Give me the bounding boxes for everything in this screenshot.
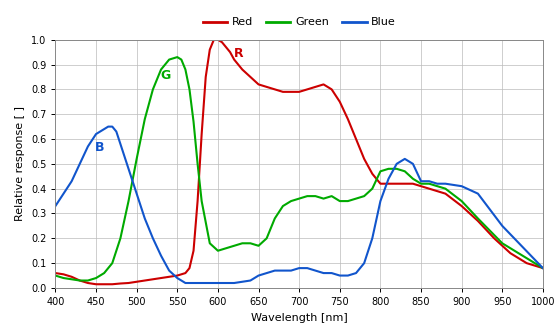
Red	[93, 282, 99, 286]
X-axis label: Wavelength [nm]: Wavelength [nm]	[251, 312, 347, 322]
Text: G: G	[161, 70, 171, 82]
Red	[174, 273, 181, 277]
Blue	[393, 162, 400, 166]
Blue	[158, 254, 165, 258]
Blue	[336, 273, 343, 277]
Green	[385, 167, 392, 171]
Green	[207, 241, 213, 245]
Red	[158, 276, 165, 280]
Blue	[540, 266, 546, 270]
Green	[296, 197, 302, 201]
Line: Red: Red	[55, 40, 543, 284]
Text: R: R	[233, 47, 243, 60]
Green	[540, 266, 546, 270]
Line: Green: Green	[55, 57, 543, 281]
Line: Blue: Blue	[55, 126, 543, 283]
Green	[336, 199, 343, 203]
Green	[60, 276, 67, 280]
Red	[312, 85, 319, 89]
Red	[211, 38, 217, 42]
Legend: Red, Green, Blue: Red, Green, Blue	[198, 13, 400, 32]
Blue	[52, 204, 59, 208]
Blue	[105, 124, 111, 128]
Y-axis label: Relative response [ ]: Relative response [ ]	[16, 106, 25, 221]
Green	[320, 197, 327, 201]
Blue	[345, 273, 351, 277]
Red	[442, 192, 449, 196]
Text: B: B	[95, 141, 105, 155]
Blue	[182, 281, 189, 285]
Blue	[320, 271, 327, 275]
Red	[540, 266, 546, 270]
Green	[76, 279, 83, 283]
Red	[280, 90, 286, 94]
Red	[207, 48, 213, 52]
Green	[52, 273, 59, 277]
Green	[174, 55, 181, 59]
Red	[52, 271, 59, 275]
Blue	[312, 269, 319, 273]
